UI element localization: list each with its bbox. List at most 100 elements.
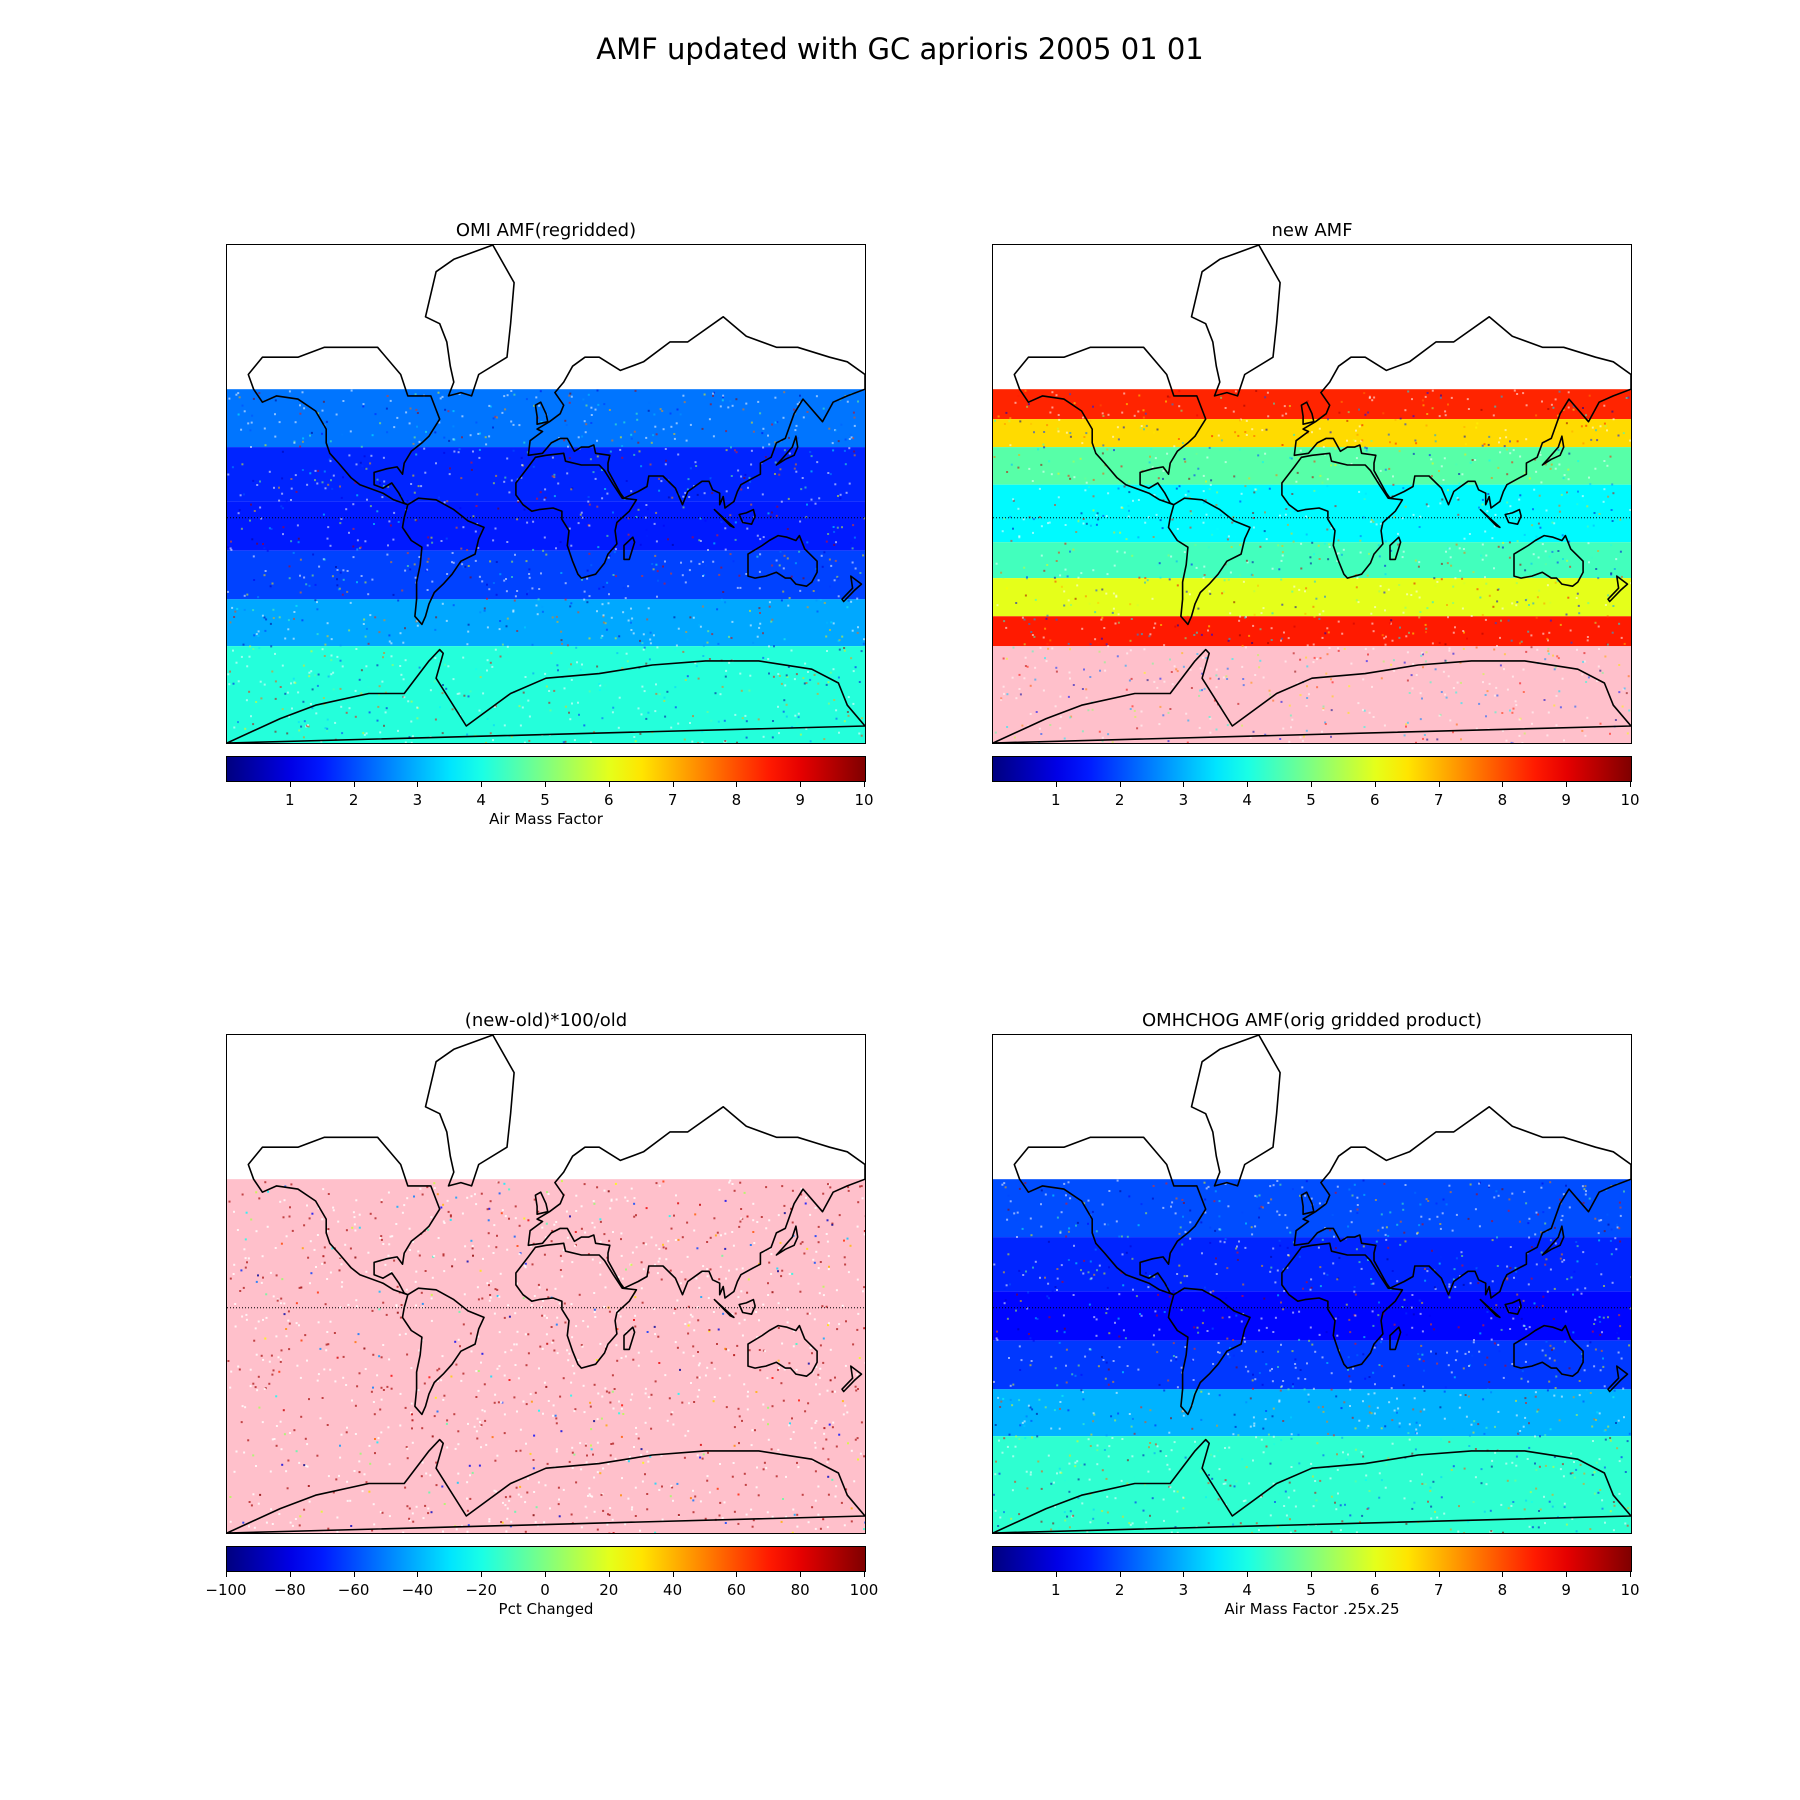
colorbar-tick-mark	[1183, 782, 1185, 787]
colorbar-tick-mark	[608, 782, 610, 787]
colorbar-tick-label: 8	[731, 791, 742, 809]
figure-title: AMF updated with GC aprioris 2005 01 01	[596, 32, 1204, 66]
colorbar-tick-mark	[1119, 782, 1121, 787]
colorbar-tick-label: 3	[1178, 1581, 1189, 1599]
colorbar-tick-label: 9	[1561, 1581, 1571, 1599]
lat-band-3	[993, 1291, 1631, 1341]
lat-band-5	[993, 542, 1631, 579]
colorbar-tick-label: 3	[412, 791, 423, 809]
colorbar-tick-mark	[672, 782, 674, 787]
colorbar-tick-label: 10	[854, 791, 874, 809]
colorbar-tick-label: 2	[1114, 791, 1125, 809]
coastlines	[227, 1035, 865, 1533]
colorbar-tick-label: 10	[1620, 1581, 1640, 1599]
panel-new-amf: new AMF 1 2 3 4 5 6 7 8 9 10	[992, 220, 1640, 809]
colorbar-tick-mark	[1566, 1572, 1568, 1577]
lat-band-1	[227, 389, 865, 448]
lat-band-5	[227, 599, 865, 647]
colorbar-ticks: 1 2 3 4 5 6 7 8 9 10	[992, 1572, 1640, 1612]
map-plot-area	[226, 1034, 866, 1534]
colorbar-tick-label: 2	[348, 791, 359, 809]
colorbar-tick-label: 1	[285, 791, 295, 809]
colorbar-tick-label: 1	[1051, 1581, 1061, 1599]
colorbar-tick-label: 5	[1306, 791, 1316, 809]
panel-title: new AMF	[1271, 220, 1353, 241]
map-plot-area	[226, 244, 866, 744]
colorbar-tick-label: 100	[849, 1581, 879, 1599]
colorbar-tick-label: 6	[1370, 791, 1380, 809]
colorbar-tick-mark	[1566, 782, 1568, 787]
colorbar-tick-mark	[864, 782, 865, 787]
colorbar-tick-label: 4	[1242, 1581, 1252, 1599]
panel-pct-changed: (new-old)*100/old −100 −80 −60 −40 −20 0 20 40 6…	[205, 1010, 878, 1618]
colorbar-tick-label: 9	[1561, 791, 1571, 809]
colorbar-tick-mark	[226, 1572, 227, 1577]
lat-band-7	[993, 616, 1631, 647]
colorbar-tick-mark	[1311, 1572, 1312, 1577]
lat-band-1	[227, 1179, 865, 1533]
colorbar-tick-label: 3	[1178, 791, 1189, 809]
colorbar-tick-mark	[1247, 1572, 1249, 1577]
heatmap-field	[227, 1035, 865, 1533]
coastlines	[993, 245, 1631, 743]
heatmap-field	[993, 1035, 1631, 1533]
colorbar-tick-label: 4	[1242, 791, 1252, 809]
colorbar-tick-label: 8	[1497, 791, 1508, 809]
colorbar-tick-mark	[481, 1572, 483, 1577]
pixel-noise	[227, 389, 865, 743]
colorbar-tick-mark	[353, 1572, 355, 1577]
heatmap-field	[993, 245, 1631, 743]
colorbar	[226, 756, 866, 782]
colorbar-tick-label: −60	[337, 1581, 370, 1599]
colorbar	[226, 1546, 866, 1572]
colorbar-tick-mark	[417, 1572, 419, 1577]
colorbar-tick-mark	[1502, 1572, 1504, 1577]
colorbar-label: Air Mass Factor	[489, 810, 603, 828]
map-plot-area	[992, 1034, 1632, 1534]
colorbar-tick-mark	[1055, 1572, 1057, 1577]
coastlines	[227, 245, 865, 743]
lat-band-6	[227, 646, 865, 743]
colorbar-tick-label: 8	[1497, 1581, 1508, 1599]
colorbar-tick-label: 60	[726, 1581, 746, 1599]
colorbar-tick-mark	[545, 782, 546, 787]
pixel-noise	[993, 389, 1631, 743]
colorbar-tick-mark	[1247, 782, 1249, 787]
lat-band-6	[993, 578, 1631, 617]
colorbar-tick-mark	[736, 782, 738, 787]
colorbar-tick-mark	[545, 1572, 546, 1577]
colorbar-tick-label: 7	[1433, 791, 1444, 809]
colorbar-tick-mark	[1183, 1572, 1185, 1577]
lat-band-5	[993, 1389, 1631, 1437]
colorbar-tick-label: 5	[540, 791, 550, 809]
colorbar-tick-label: 9	[795, 791, 805, 809]
lat-band-1	[993, 1179, 1631, 1238]
colorbar-tick-mark	[608, 1572, 610, 1577]
colorbar-ticks: 1 2 3 4 5 6 7 8 9 10	[992, 782, 1640, 822]
colorbar-tick-mark	[1630, 782, 1631, 787]
colorbar-tick-label: −40	[401, 1581, 434, 1599]
panel-title: (new-old)*100/old	[464, 1010, 628, 1031]
colorbar-tick-mark	[289, 782, 291, 787]
colorbar-tick-mark	[1374, 782, 1376, 787]
colorbar-tick-label: 7	[1433, 1581, 1444, 1599]
lat-band-8	[993, 646, 1631, 743]
panel-title: OMI AMF(regridded)	[455, 220, 637, 241]
lat-band-4	[993, 1340, 1631, 1390]
pixel-noise	[227, 1179, 865, 1533]
colorbar	[992, 1546, 1632, 1572]
colorbar-tick-label: 6	[604, 791, 614, 809]
colorbar-tick-mark	[353, 782, 355, 787]
panel-omhchog-amf: OMHCHOG AMF(orig gridded product) 1 2 3 4 5 6…	[992, 1010, 1640, 1618]
colorbar-ticks: −100 −80 −60 −40 −20 0 20 40 60 80 100	[205, 1572, 878, 1612]
colorbar-tick-mark	[1055, 782, 1057, 787]
colorbar-tick-mark	[1119, 1572, 1121, 1577]
colorbar-tick-mark	[800, 1572, 802, 1577]
colorbar-tick-mark	[1438, 1572, 1440, 1577]
colorbar-tick-mark	[1374, 1572, 1376, 1577]
colorbar-tick-label: 20	[599, 1581, 619, 1599]
colorbar-tick-label: 4	[476, 791, 486, 809]
lat-band-3	[227, 501, 865, 551]
heatmap-field	[227, 245, 865, 743]
lat-band-4	[993, 484, 1631, 543]
